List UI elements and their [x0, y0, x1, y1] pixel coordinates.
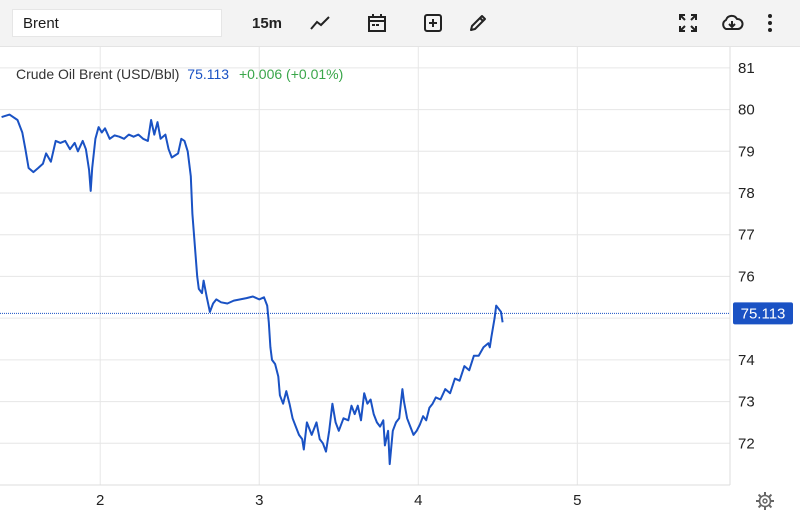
more-icon	[768, 14, 772, 32]
y-tick-label: 77	[738, 227, 755, 244]
y-tick-label: 80	[738, 102, 755, 119]
y-tick-label: 79	[738, 143, 755, 160]
add-indicator-button[interactable]	[418, 8, 448, 38]
download-button[interactable]	[716, 8, 748, 38]
date-range-button[interactable]	[362, 8, 392, 38]
last-price-tag-label: 75.113	[741, 305, 786, 322]
calendar-icon	[368, 14, 386, 32]
symbol-search-input[interactable]	[12, 9, 222, 37]
draw-icon	[470, 15, 486, 31]
y-tick-label: 74	[738, 352, 755, 369]
chart-settings-button[interactable]	[756, 492, 774, 510]
x-tick-label: 3	[255, 492, 263, 509]
y-tick-label: 78	[738, 185, 755, 202]
chart-type-button[interactable]	[305, 8, 335, 38]
y-tick-label: 73	[738, 394, 755, 411]
x-tick-label: 2	[96, 492, 104, 509]
fullscreen-button[interactable]	[673, 8, 703, 38]
fullscreen-icon	[679, 14, 697, 32]
last-price-tag: 75.113	[733, 302, 793, 325]
x-tick-label: 4	[414, 492, 422, 509]
chart-legend: Crude Oil Brent (USD/Bbl) 75.113 +0.006 …	[16, 66, 343, 82]
y-tick-label: 72	[738, 435, 755, 452]
last-price-tag-box	[733, 302, 793, 325]
interval-button[interactable]: 15m	[251, 14, 283, 32]
chart-type-icon	[310, 16, 330, 30]
legend-last-price: 75.113	[187, 66, 230, 82]
download-icon	[722, 14, 744, 30]
settings-gear-icon	[756, 492, 774, 510]
legend-price-change: +0.006 (+0.01%)	[238, 66, 344, 82]
more-options-button[interactable]	[758, 8, 782, 38]
x-tick-label: 5	[573, 492, 581, 509]
chart-grid	[0, 47, 730, 485]
add-indicator-icon	[424, 14, 442, 32]
draw-tool-button[interactable]	[463, 8, 493, 38]
legend-symbol-name: Crude Oil Brent (USD/Bbl)	[16, 66, 180, 82]
y-tick-label: 76	[738, 268, 755, 285]
x-axis: 2 3 4 5	[96, 492, 581, 509]
y-axis: 72737475767778798081	[738, 60, 755, 452]
chart-toolbar: 15m	[0, 0, 800, 47]
price-series-line	[1, 113, 504, 466]
y-tick-label: 81	[738, 60, 755, 77]
